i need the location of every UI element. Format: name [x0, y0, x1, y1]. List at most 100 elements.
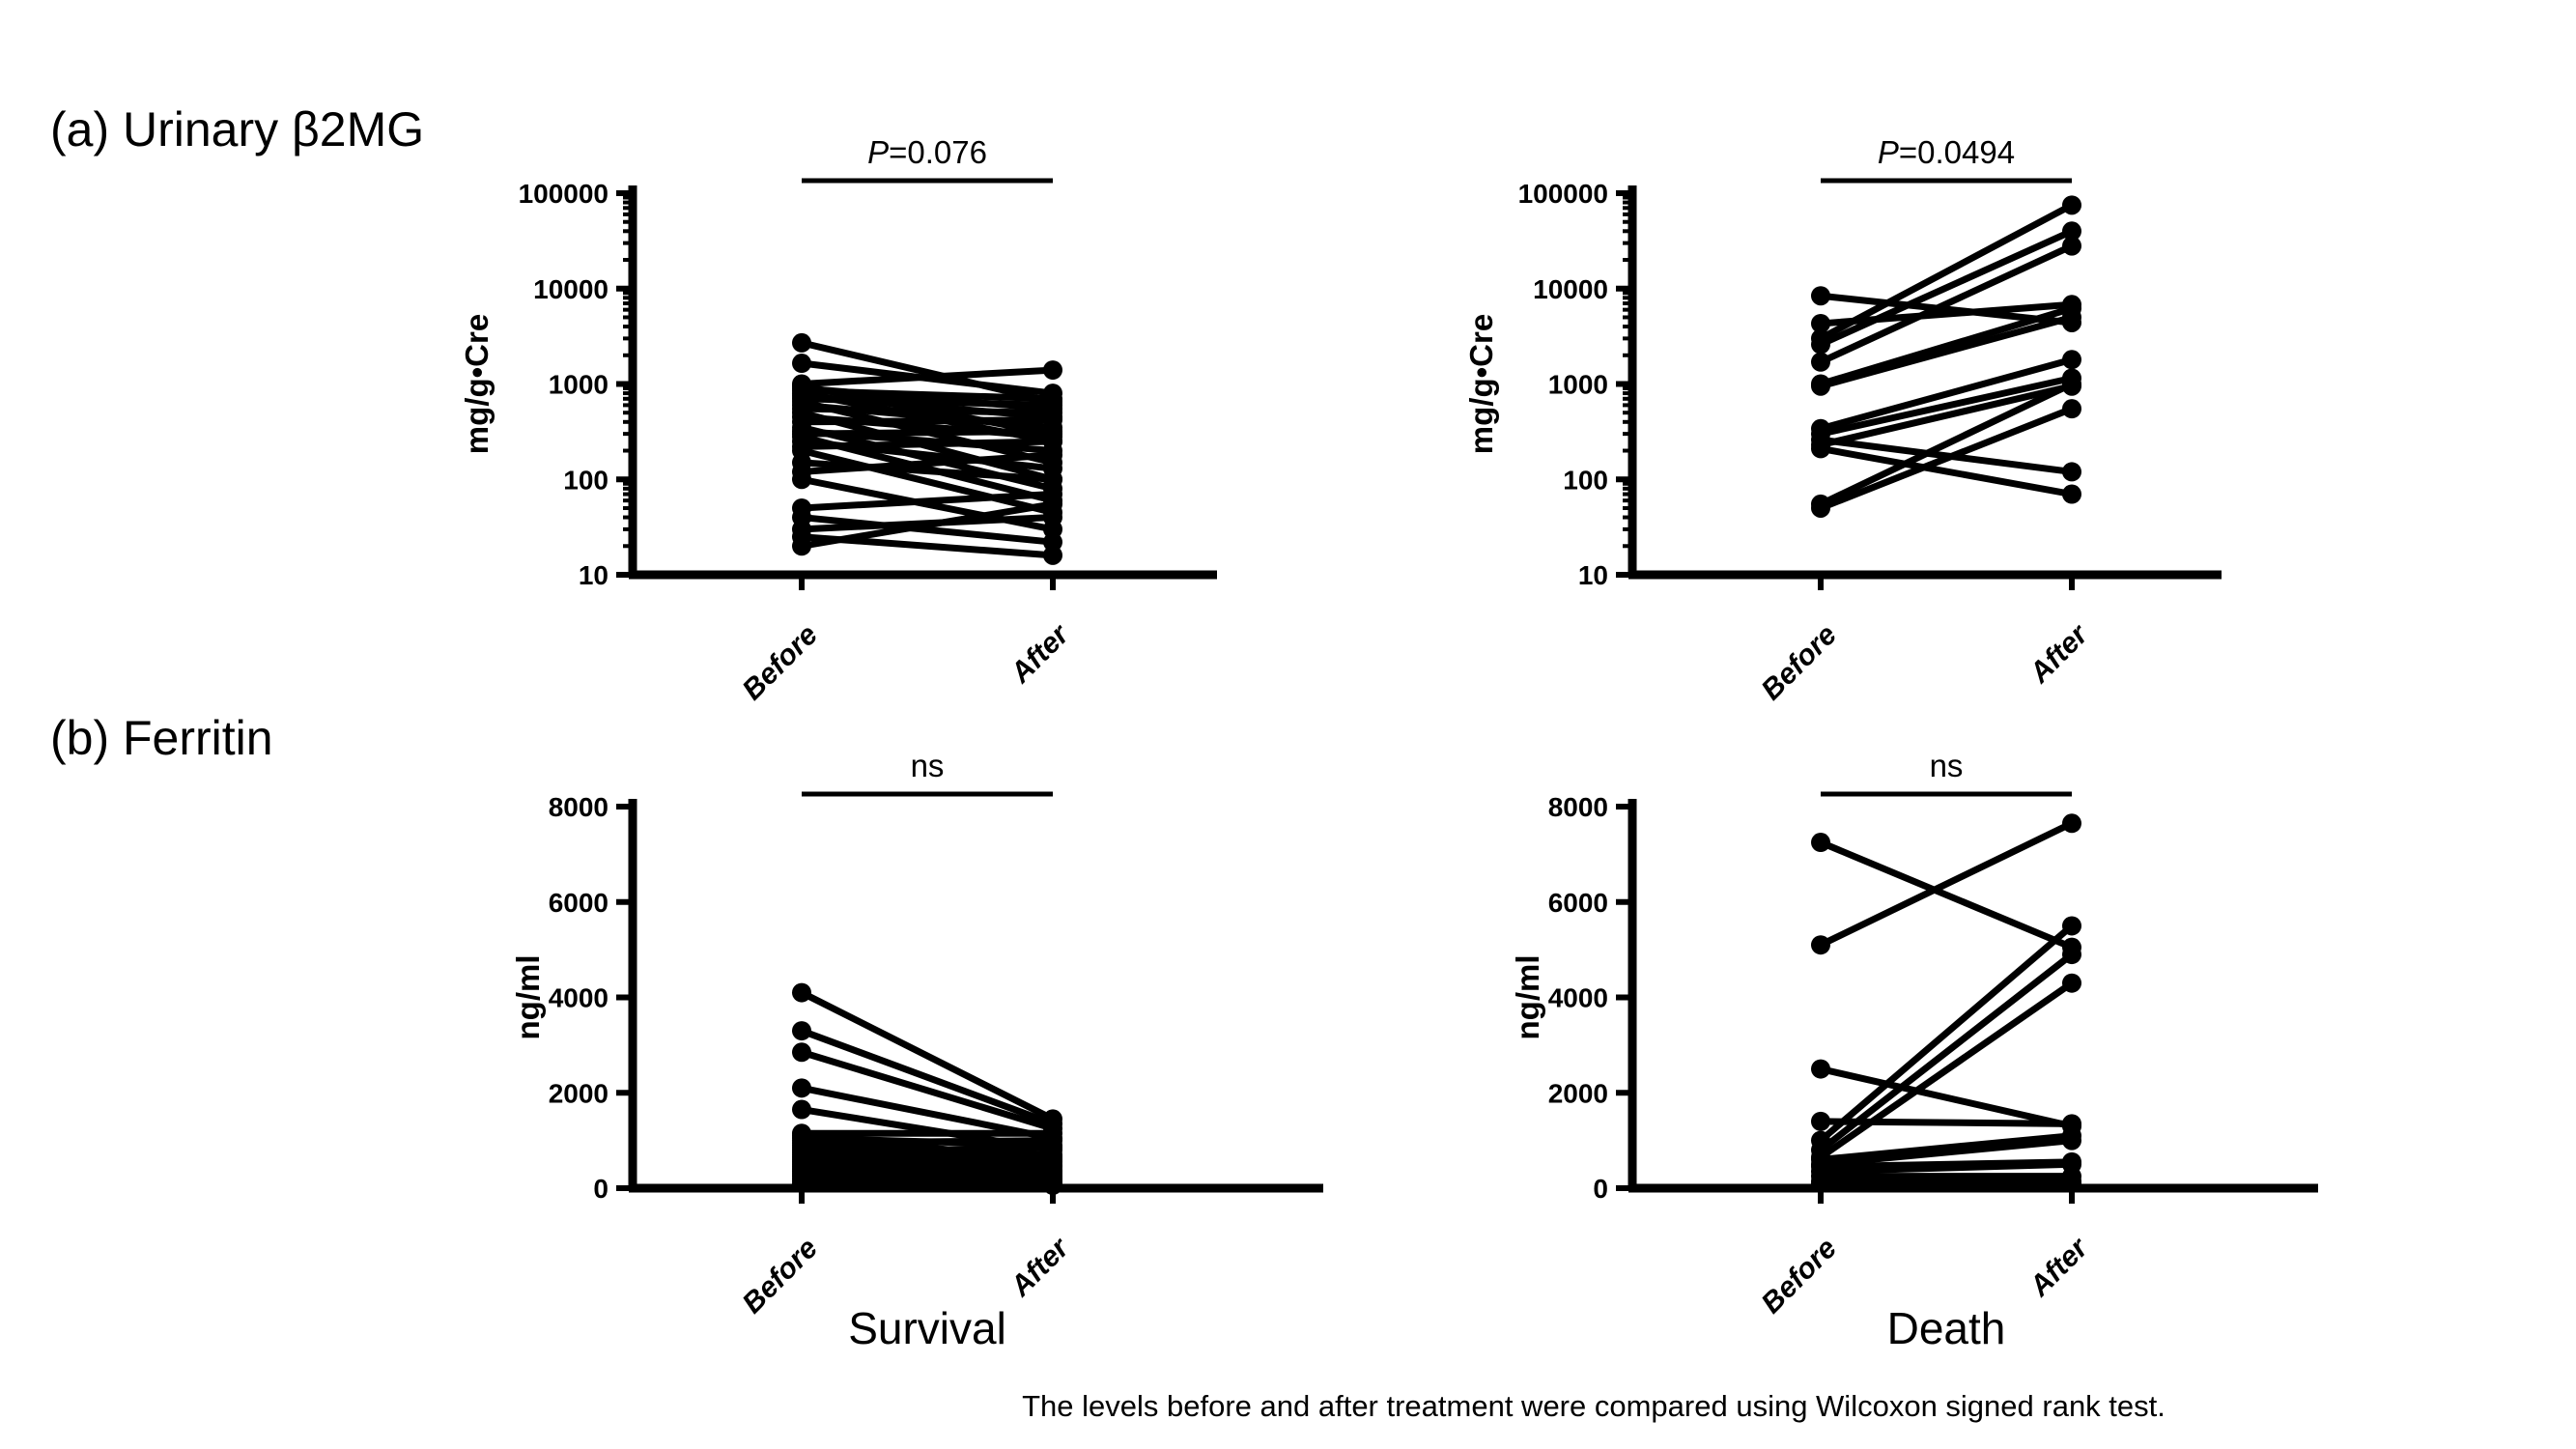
after-data-point	[2062, 236, 2081, 256]
pair-line	[1820, 444, 2073, 497]
before-data-point	[1811, 376, 1830, 396]
after-data-point	[2062, 945, 2081, 965]
pair-line	[801, 416, 1054, 426]
panel-urinary_b2mg_survival: 10 100 1000 10000 100000 Before After P=0.076 mg…	[459, 134, 1217, 706]
pair-line	[801, 500, 1054, 550]
before-data-point	[792, 1021, 811, 1041]
y-tick-label: 100000	[1518, 179, 1608, 209]
pair-line	[800, 1027, 1055, 1127]
after-data-point	[1043, 494, 1062, 514]
y-tick-label: 10	[579, 560, 609, 590]
panel-ferritin_survival: 0 2000 4000 6000 8000 Before After ns ng/ml	[510, 748, 1323, 1320]
significance-label: P=0.0494	[1878, 134, 2015, 170]
x-category-label: Before	[1755, 619, 1843, 707]
pair-line	[1820, 300, 2073, 327]
after-data-point	[2062, 484, 2081, 504]
pair-line	[801, 459, 1054, 483]
pair-line	[801, 1084, 1054, 1142]
pair-line	[1819, 980, 2074, 1160]
before-data-point	[1811, 1111, 1830, 1131]
y-tick-label: 0	[593, 1174, 609, 1204]
before-data-point	[1811, 833, 1830, 853]
pair-line	[1820, 1118, 2073, 1127]
pair-line	[801, 1137, 1054, 1147]
pair-line	[1819, 202, 2074, 342]
y-axis-title: ng/ml	[510, 955, 546, 1040]
before-data-point	[792, 354, 811, 374]
pair-line	[801, 1153, 1054, 1166]
after-data-point	[1043, 545, 1062, 565]
pair-line	[801, 427, 1054, 438]
after-data-point	[2062, 813, 2081, 834]
before-data-point	[792, 1042, 811, 1063]
before-data-point	[1811, 1059, 1830, 1079]
x-category-label: Before	[736, 1233, 824, 1321]
before-data-point	[792, 332, 811, 353]
y-tick-label: 8000	[1548, 792, 1608, 822]
y-tick-label: 6000	[1548, 888, 1608, 918]
y-axis-title: mg/g•Cre	[1463, 314, 1499, 454]
group-label-survival: Survival	[848, 1303, 1006, 1353]
before-data-point	[1811, 352, 1830, 372]
panel-urinary_b2mg_death: 10 100 1000 10000 100000 Before After P=0.0494 m…	[1463, 134, 2222, 706]
before-data-point	[792, 536, 811, 556]
y-tick-label: 8000	[549, 792, 609, 822]
after-data-point	[2062, 307, 2081, 327]
pair-line	[801, 514, 1054, 546]
pair-line	[801, 1144, 1054, 1156]
pair-line	[801, 1161, 1054, 1171]
pair-line	[801, 1179, 1054, 1189]
before-data-point	[1811, 313, 1830, 333]
significance-label: P=0.076	[867, 134, 987, 170]
y-tick-label: 10000	[1533, 274, 1608, 304]
y-axis-title: ng/ml	[1510, 955, 1545, 1040]
pair-line	[801, 438, 1054, 450]
before-data-point	[1811, 439, 1830, 459]
after-data-point	[2062, 374, 2081, 394]
after-data-point	[2062, 1130, 2081, 1151]
before-data-point	[1811, 334, 1830, 355]
y-axis-title: mg/g•Cre	[459, 314, 495, 454]
x-category-label: After	[2023, 1231, 2095, 1303]
pair-line	[1819, 228, 2074, 348]
before-data-point	[792, 1099, 811, 1120]
y-tick-label: 100	[563, 465, 609, 495]
y-tick-label: 1000	[1548, 370, 1608, 400]
pair-line	[801, 451, 1054, 475]
after-data-point	[2062, 916, 2081, 936]
pair-line	[1820, 1137, 2073, 1168]
before-data-point	[792, 982, 811, 1003]
pair-line	[1820, 1065, 2073, 1130]
pair-line	[801, 491, 1054, 512]
y-tick-label: 0	[1593, 1174, 1608, 1204]
pair-line	[801, 366, 1054, 387]
x-category-label: After	[1004, 617, 1076, 690]
pair-line	[1818, 952, 2075, 1153]
before-data-point	[792, 1078, 811, 1098]
pair-line	[1819, 838, 2074, 951]
pair-line	[1819, 820, 2074, 949]
after-data-point	[1043, 469, 1062, 490]
y-tick-label: 1000	[549, 370, 609, 400]
after-data-point	[2062, 195, 2081, 215]
pair-line	[801, 395, 1054, 409]
after-data-point	[1043, 360, 1062, 381]
pair-line	[801, 386, 1054, 403]
pair-line	[1820, 1160, 2073, 1176]
pair-line	[801, 1166, 1054, 1176]
pair-line	[801, 339, 1054, 406]
significance-label: ns	[911, 748, 945, 783]
pair-line	[1819, 405, 2074, 512]
after-data-point	[2062, 1174, 2081, 1194]
after-data-point	[2062, 462, 2081, 482]
pair-line	[1820, 375, 2073, 438]
before-data-point	[792, 469, 811, 490]
section-b-title: (b) Ferritin	[50, 711, 273, 765]
before-data-point	[1811, 497, 1830, 518]
after-data-point	[1043, 431, 1062, 451]
after-data-point	[2062, 973, 2081, 993]
y-tick-label: 100	[1563, 465, 1608, 495]
y-tick-label: 6000	[549, 888, 609, 918]
